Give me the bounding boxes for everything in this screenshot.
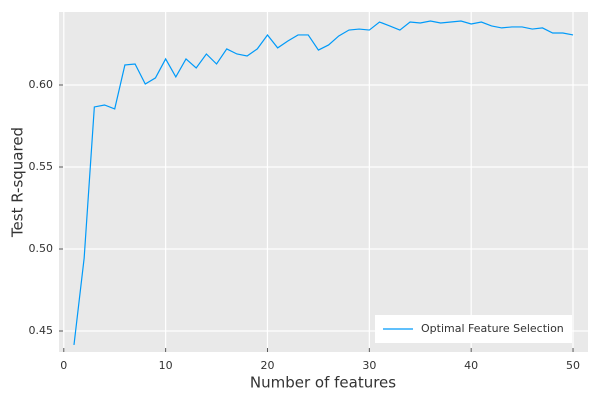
y-tick-label: 0.45 [29,324,54,337]
y-tick-label: 0.50 [29,242,54,255]
x-tick-label: 50 [566,359,580,372]
legend-label: Optimal Feature Selection [421,322,564,335]
x-axis-label: Number of features [250,374,396,392]
y-axis-label: Test R-squared [9,127,27,238]
y-tick-label: 0.55 [29,160,54,173]
x-tick-label: 10 [159,359,173,372]
x-tick-label: 30 [362,359,376,372]
plot-area [59,12,588,352]
x-tick-label: 0 [60,359,67,372]
x-tick-label: 40 [464,359,478,372]
line [73,20,574,346]
x-tick-label: 20 [260,359,274,372]
y-tick-label: 0.60 [29,78,54,91]
